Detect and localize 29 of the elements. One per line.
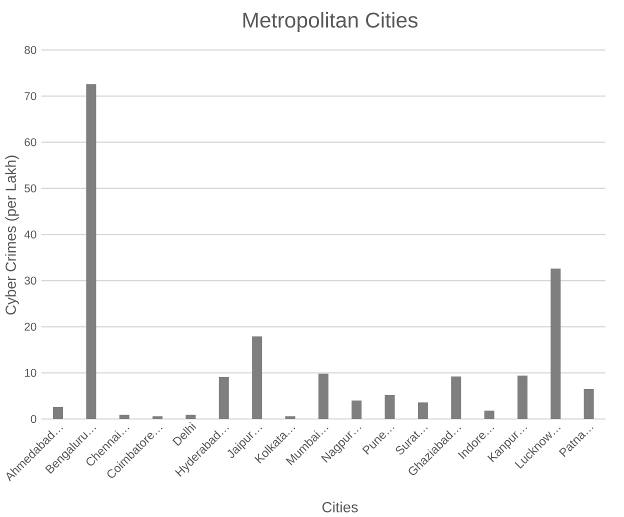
y-tick-label: 20 [24,322,36,331]
y-tick-label: 10 [24,368,36,377]
y-tick-label: 40 [24,230,36,238]
chart-title: Metropolitan Cities [243,12,418,32]
bar [86,84,96,419]
bar [152,416,163,419]
bar [451,376,462,419]
bar [418,402,428,419]
bar [384,395,395,419]
y-tick-label: 0 [30,414,36,423]
y-tick-label: 50 [24,184,36,192]
bar [119,414,130,419]
bar [517,376,528,419]
bar [318,374,328,419]
bar [550,268,561,419]
bar [285,416,296,419]
y-tick-label: 60 [24,138,36,146]
x-axis-title: Cities [322,502,358,512]
bar [186,414,196,419]
bar [484,410,494,419]
y-tick-label: 70 [24,92,36,100]
bar [584,389,594,419]
bar [218,377,229,419]
bar [352,400,362,419]
bar [252,336,262,419]
y-tick-label: 80 [24,46,36,54]
y-tick-label: 30 [24,276,36,285]
bar [53,406,64,419]
y-axis-title: Cyber Crimes (per Lakh) [5,156,19,315]
